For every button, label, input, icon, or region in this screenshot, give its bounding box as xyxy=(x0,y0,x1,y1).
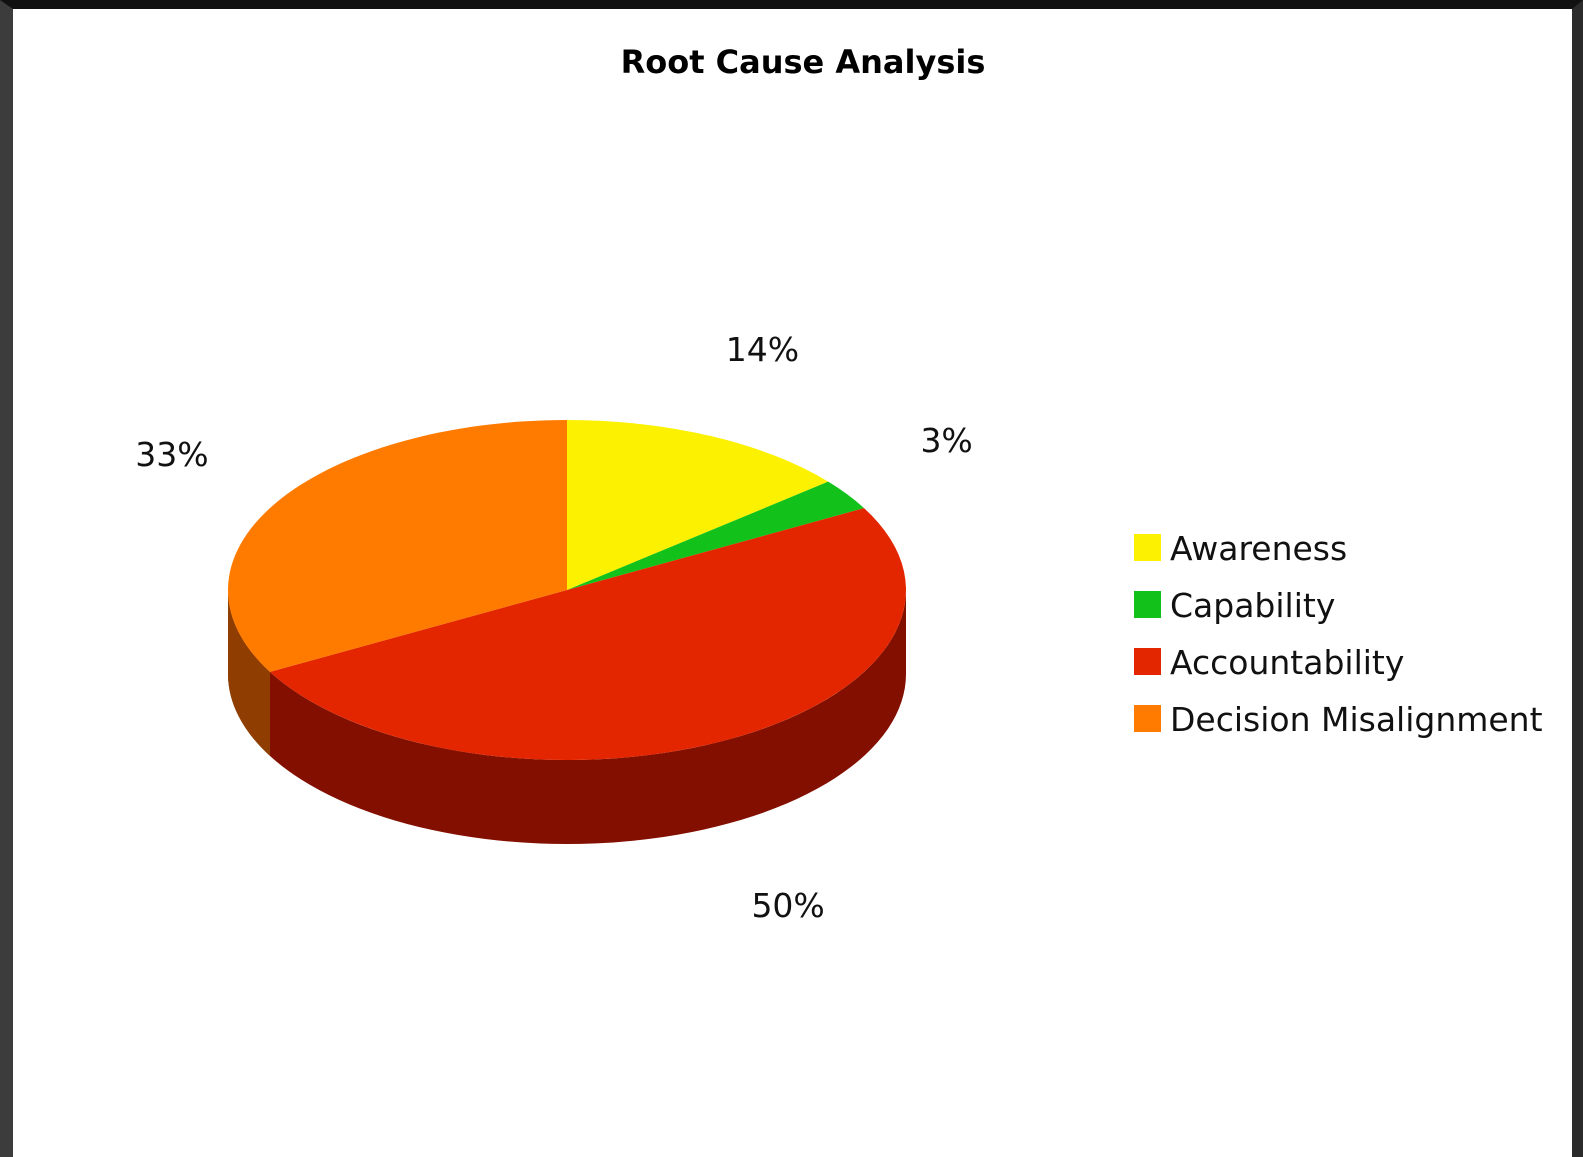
legend-swatch-awareness xyxy=(1134,534,1161,561)
legend-swatch-capability xyxy=(1134,591,1161,618)
pie-slice-decision-misalignment xyxy=(227,420,568,672)
legend-label-decision-misalignment: Decision Misalignment xyxy=(1170,700,1543,739)
percent-label-decision-misalignment: 33% xyxy=(135,435,208,474)
pie-side-accountability xyxy=(269,590,906,845)
percent-label-capability: 3% xyxy=(920,421,972,460)
legend-item-accountability: Accountability xyxy=(1134,643,1404,682)
pie-group xyxy=(227,420,907,845)
pie-slice-capability xyxy=(567,481,865,590)
pie-slice-awareness xyxy=(567,420,829,590)
legend-swatch-accountability xyxy=(1134,648,1161,675)
pie-slice-accountability xyxy=(269,508,907,761)
legend-swatch-decision-misalignment xyxy=(1134,705,1161,732)
legend-label-awareness: Awareness xyxy=(1170,529,1347,568)
legend-label-capability: Capability xyxy=(1170,586,1335,625)
pie-side-decision-misalignment xyxy=(228,590,270,756)
percent-labels: 14% 3% 50% 33% xyxy=(135,330,973,925)
legend-item-awareness: Awareness xyxy=(1134,529,1347,568)
legend-item-decision-misalignment: Decision Misalignment xyxy=(1134,700,1543,739)
legend-label-accountability: Accountability xyxy=(1170,643,1404,682)
chart-title: Root Cause Analysis xyxy=(621,43,986,81)
legend-item-capability: Capability xyxy=(1134,586,1335,625)
legend: Awareness Capability Accountability Decisio… xyxy=(1134,529,1543,739)
percent-label-awareness: 14% xyxy=(726,330,799,369)
percent-label-accountability: 50% xyxy=(751,886,824,925)
